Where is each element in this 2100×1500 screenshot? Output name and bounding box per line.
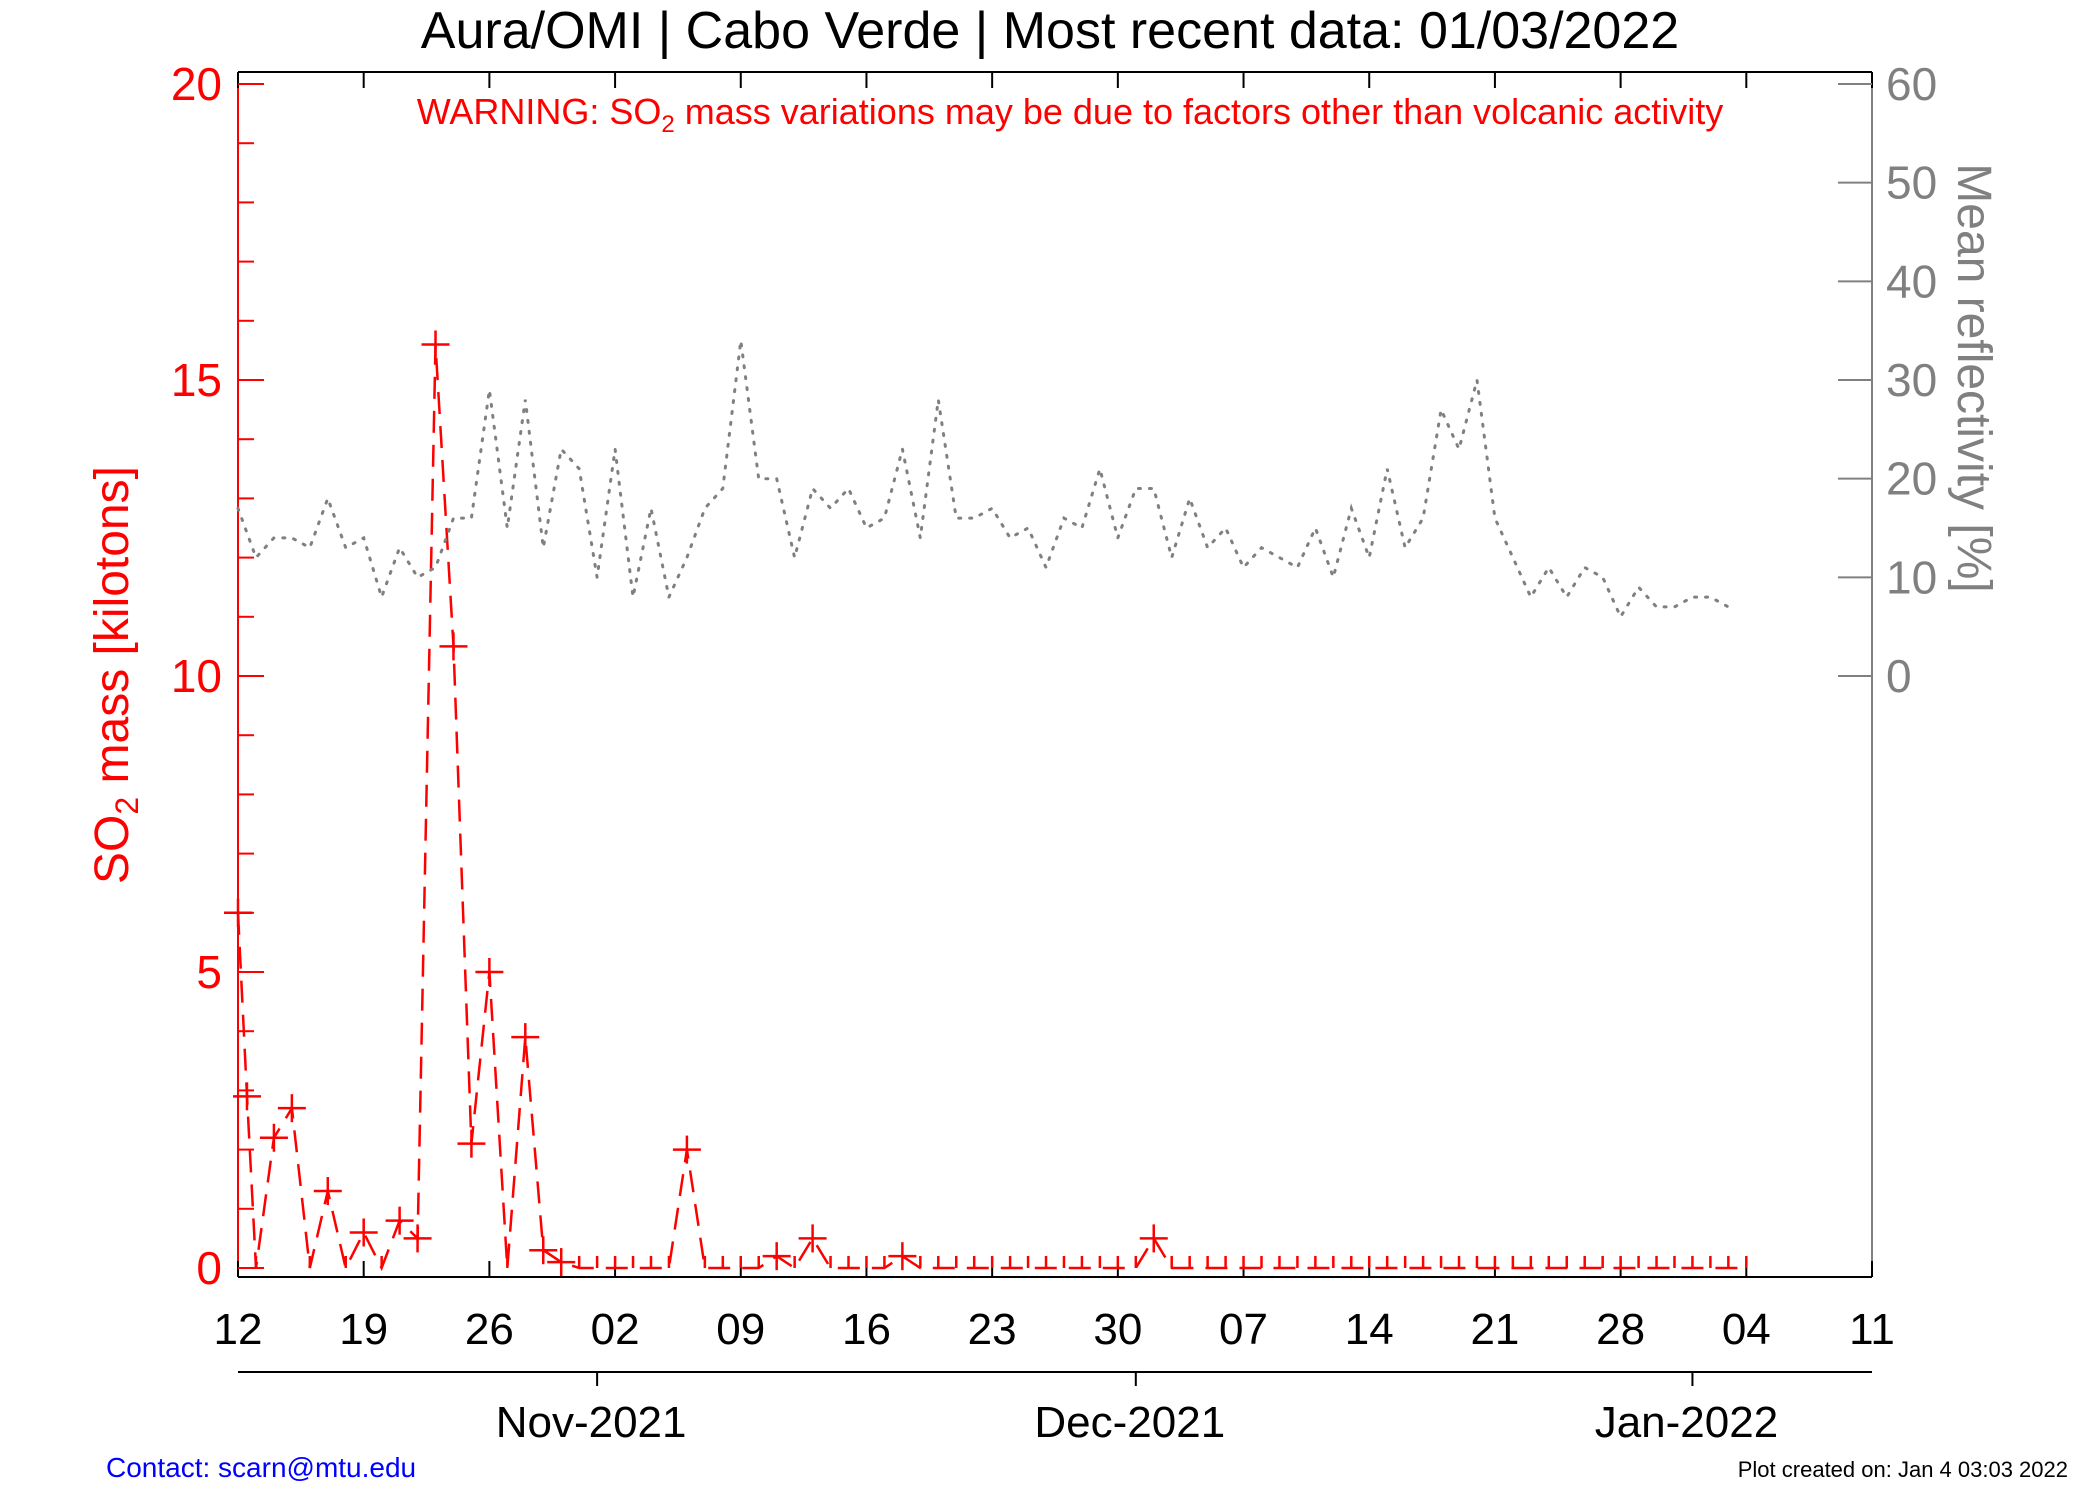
x-tick-label: 26 [465, 1305, 514, 1354]
chart-title: Aura/OMI | Cabo Verde | Most recent data… [421, 2, 1679, 60]
month-label: Jan-2022 [1595, 1398, 1778, 1447]
so2-point-marker [232, 1082, 261, 1111]
y-left-label-prefix: SO [86, 815, 139, 884]
x-tick-label: 21 [1470, 1305, 1519, 1354]
y-left-tick-label: 15 [171, 354, 222, 406]
x-tick-label: 19 [339, 1305, 388, 1354]
y-left-ticks: 0 5 10 15 20 [171, 58, 264, 1294]
y-left-tick-label: 10 [171, 650, 222, 702]
y-right-tick-label: 30 [1886, 354, 1937, 406]
series-layer [224, 330, 1748, 1277]
y-left-tick-label: 5 [196, 946, 222, 998]
so2-point-marker [259, 1123, 288, 1152]
y-right-label: Mean reflectivity [%] [1947, 163, 2000, 592]
y-right-tick-label: 20 [1886, 453, 1937, 505]
warning-prefix: WARNING: SO [417, 91, 662, 132]
so2-point-marker [529, 1236, 558, 1265]
so2-point-marker [421, 330, 450, 359]
warning-suffix: mass variations may be due to factors ot… [675, 91, 1723, 132]
x-tick-label: 07 [1219, 1305, 1268, 1354]
x-tick-label: 23 [968, 1305, 1017, 1354]
x-tick-label: 28 [1596, 1305, 1645, 1354]
y-right-tick-label: 40 [1886, 255, 1937, 307]
y-left-label-subscript: 2 [109, 797, 145, 815]
x-tick-label: 12 [214, 1305, 263, 1354]
x-tick-label: 14 [1345, 1305, 1394, 1354]
month-label: Nov-2021 [496, 1398, 687, 1447]
so2-point-marker [439, 632, 468, 661]
plot-created-text: Plot created on: Jan 4 03:03 2022 [1738, 1457, 2068, 1482]
so2-point-marker [385, 1206, 414, 1235]
so2-point-marker [798, 1224, 827, 1253]
warning-text: WARNING: SO2 mass variations may be due … [417, 91, 1724, 138]
so2-point-marker [403, 1224, 432, 1253]
x-ticks: 12 19 26 02 09 16 23 30 07 14 21 28 04 11 [214, 72, 1895, 1354]
so2-point-marker [762, 1242, 791, 1271]
reflectivity-line [236, 340, 1730, 621]
so2-point-marker [888, 1242, 917, 1271]
y-right-ticks: 0 10 20 30 40 50 60 [1838, 58, 1937, 702]
y-right-tick-label: 60 [1886, 58, 1937, 110]
month-label: Dec-2021 [1034, 1398, 1225, 1447]
x-tick-label: 09 [716, 1305, 765, 1354]
month-ticks: Nov-2021 Dec-2021 Jan-2022 [496, 1372, 1778, 1447]
so2-point-marker [277, 1094, 306, 1123]
contact-text: Contact: scarn@mtu.edu [106, 1452, 416, 1483]
x-tick-label: 30 [1093, 1305, 1142, 1354]
so2-point-marker [1139, 1224, 1168, 1253]
so2-point-marker [224, 898, 252, 927]
so2-point-marker [313, 1177, 342, 1206]
y-left-label-suffix: mass [kilotons] [86, 466, 139, 797]
so2-mass-line [236, 344, 1747, 1272]
y-right-tick-label: 0 [1886, 650, 1912, 702]
so2-point-marker [547, 1248, 576, 1277]
x-tick-label: 04 [1722, 1305, 1771, 1354]
y-left-label: SO2 mass [kilotons] [86, 466, 145, 884]
so2-point-marker [672, 1135, 701, 1164]
so2-point-marker [511, 1023, 540, 1052]
y-left-tick-label: 0 [196, 1242, 222, 1294]
x-tick-label: 16 [842, 1305, 891, 1354]
y-left-tick-label: 20 [171, 58, 222, 110]
y-right-tick-label: 50 [1886, 157, 1937, 209]
so2-point-marker [349, 1218, 378, 1247]
y-right-tick-label: 10 [1886, 551, 1937, 603]
so2-point-marker [457, 1129, 486, 1158]
so2-point-marker [475, 958, 504, 986]
x-tick-label: 11 [1849, 1305, 1895, 1354]
warning-subscript: 2 [661, 111, 674, 138]
x-tick-label: 02 [591, 1305, 640, 1354]
